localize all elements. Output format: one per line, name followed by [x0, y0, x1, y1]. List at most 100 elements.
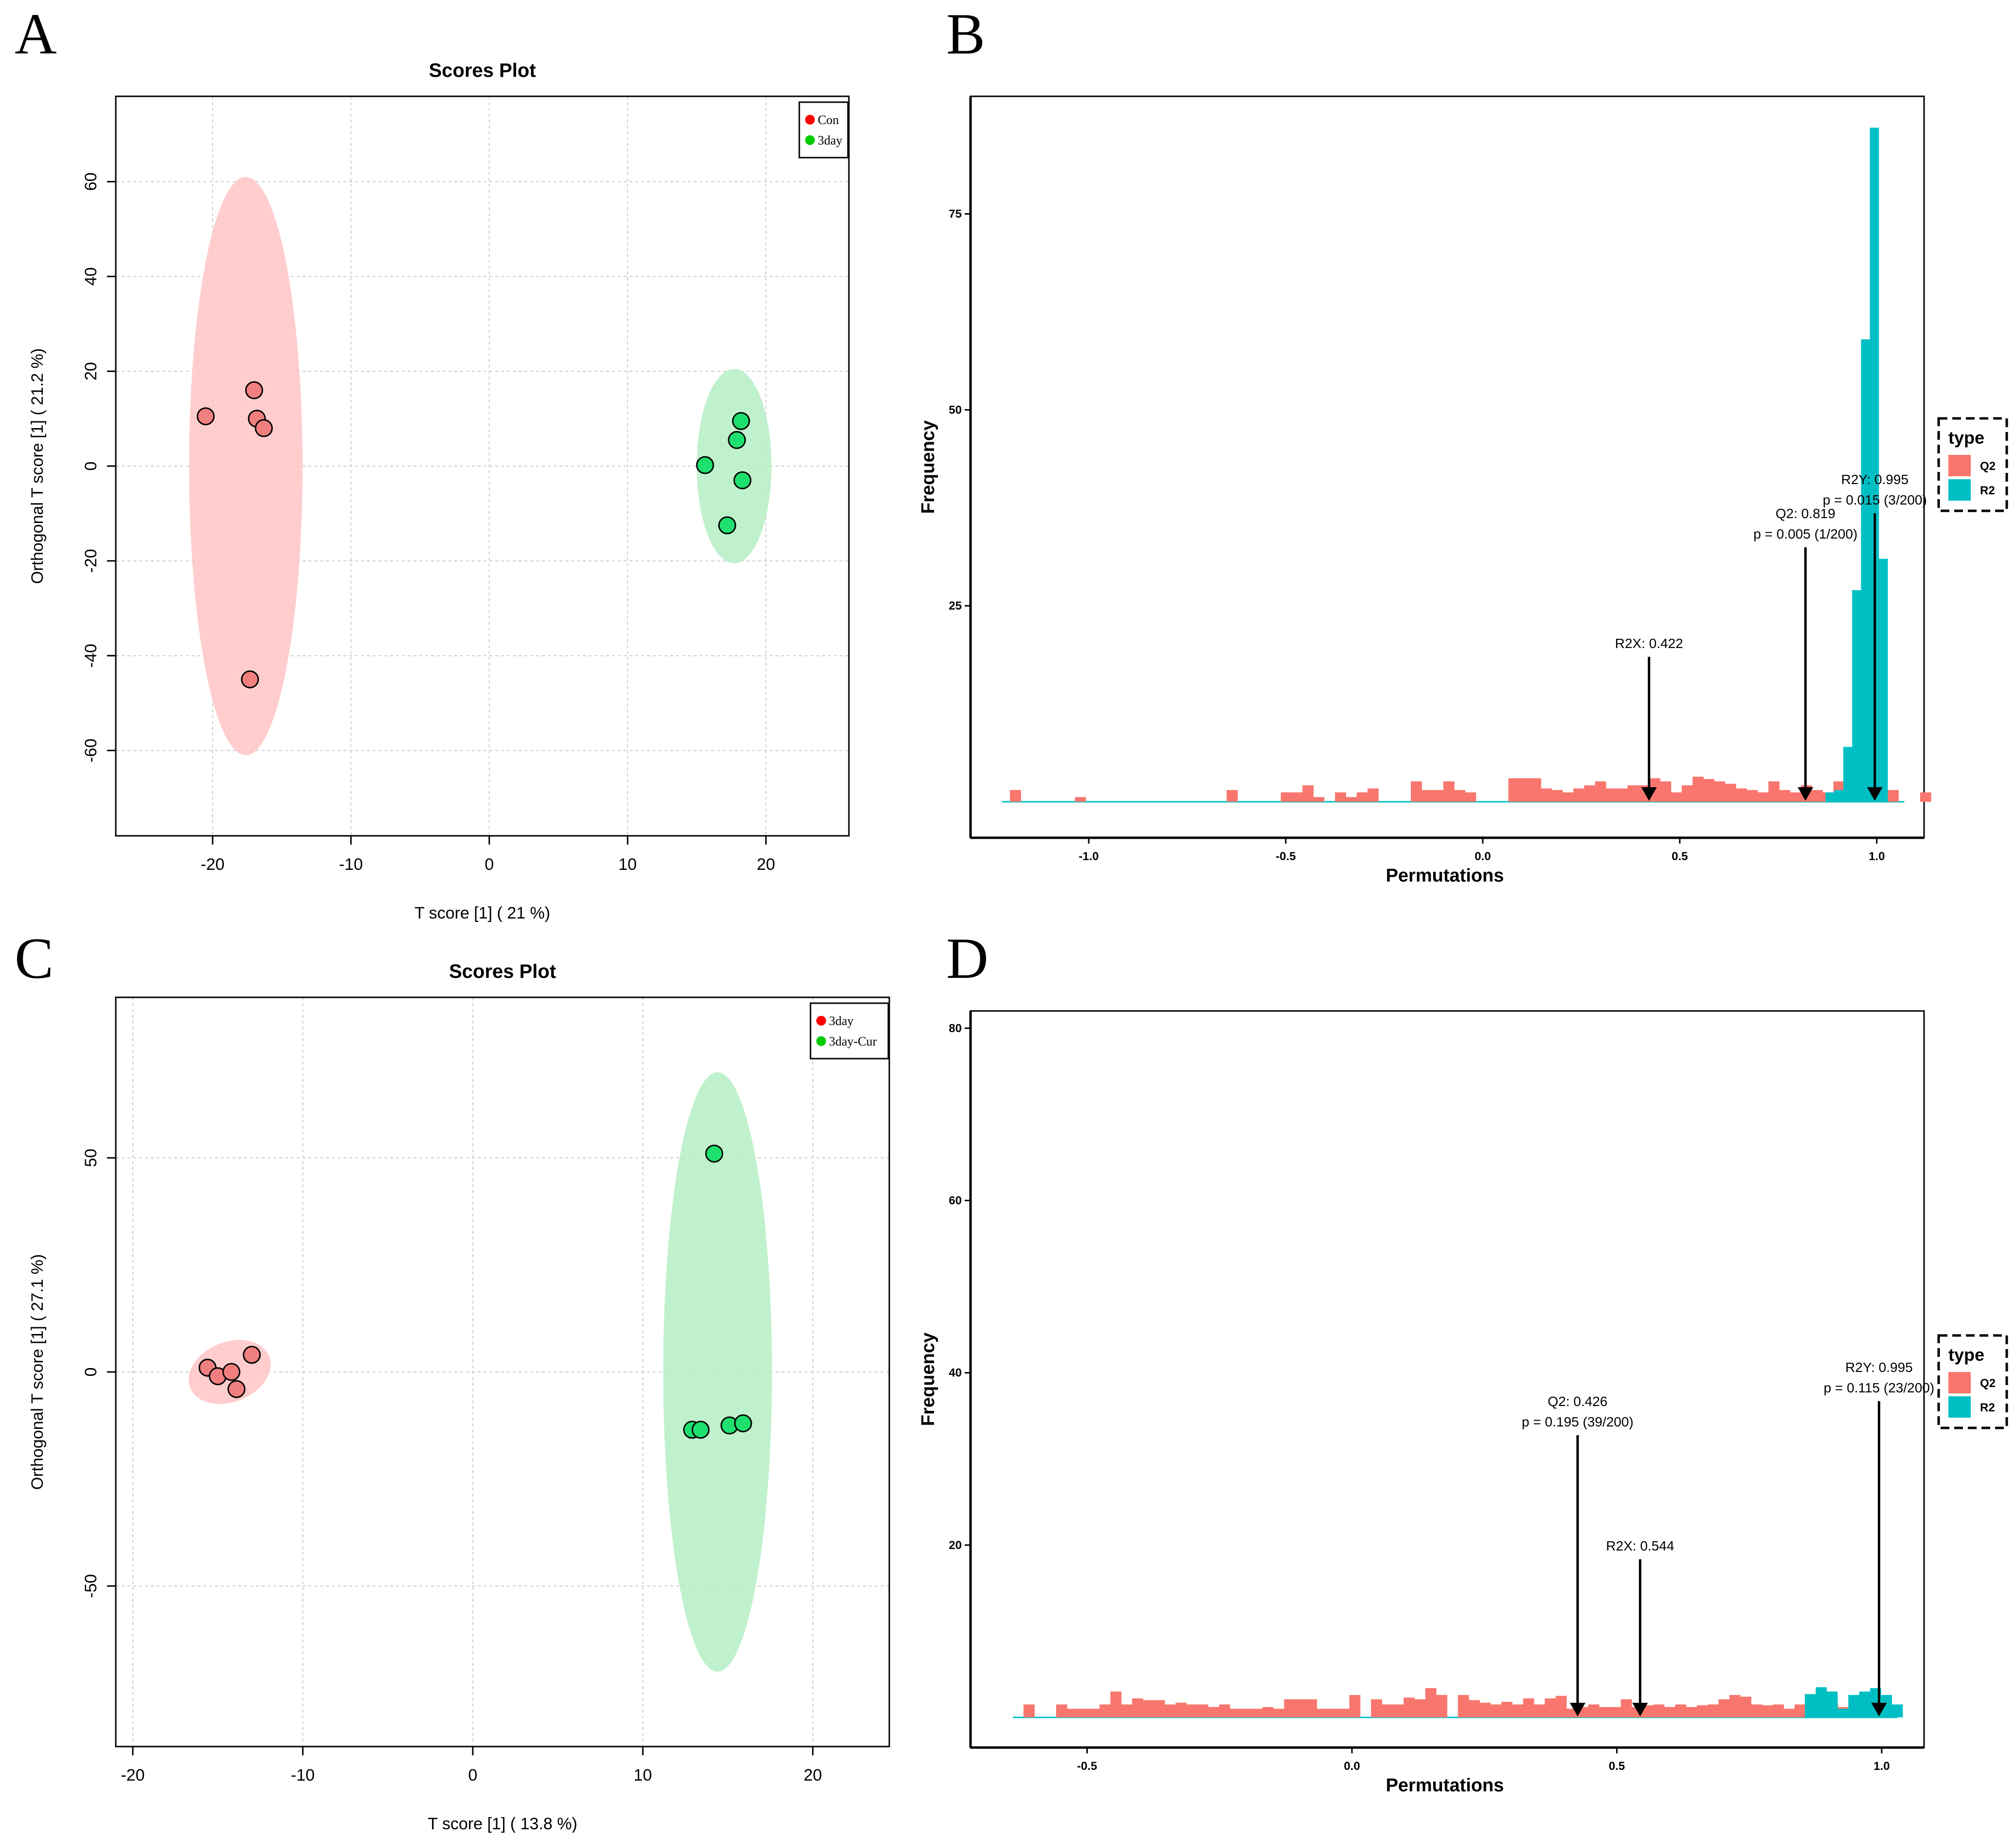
q2-bar — [1230, 1709, 1241, 1717]
x-tick-label: -0.5 — [1077, 1760, 1097, 1773]
q2-bar — [1327, 1709, 1339, 1717]
annotation-pvalue: p = 0.005 (1/200) — [1753, 526, 1857, 541]
x-tick-label: 0.5 — [1672, 850, 1688, 863]
q2-bar — [1346, 797, 1357, 802]
x-axis-label: Permutations — [1386, 1775, 1504, 1796]
q2-bar — [1736, 788, 1747, 802]
score-point — [705, 1144, 723, 1163]
q2-bar — [1295, 1699, 1306, 1717]
x-tick-label: -10 — [339, 855, 363, 874]
q2-bar — [1501, 1702, 1512, 1717]
y-tick-label: 20 — [82, 362, 100, 380]
q2-bar — [1653, 1704, 1665, 1717]
q2-bar — [1519, 778, 1530, 802]
r2-bar — [1843, 747, 1853, 802]
r2-bar — [1848, 1695, 1860, 1717]
q2-bar — [1313, 797, 1325, 802]
r2-bar — [1859, 1691, 1871, 1717]
legend-marker — [816, 1036, 826, 1046]
q2-bar — [1703, 779, 1715, 802]
q2-bar — [1664, 1707, 1675, 1717]
legend-swatch — [1948, 455, 1971, 476]
score-point — [696, 456, 714, 474]
q2-bar — [1779, 790, 1791, 802]
plot-panel — [970, 95, 1925, 839]
q2-bar — [1023, 1704, 1035, 1717]
q2-bar — [1725, 783, 1736, 802]
legend-label: Q2 — [1980, 460, 1996, 473]
q2-bar — [1751, 1704, 1763, 1717]
y-tick-label: 80 — [949, 1022, 962, 1035]
q2-bar — [1551, 790, 1563, 802]
y-tick-label: -40 — [82, 644, 100, 667]
q2-bar — [1316, 1709, 1328, 1717]
q2-bar — [1610, 1707, 1621, 1717]
score-point — [243, 1346, 261, 1364]
legend-marker — [816, 1016, 826, 1026]
q2-bar — [1197, 1704, 1208, 1717]
x-tick-label: 20 — [804, 1766, 822, 1785]
x-tick-label: 10 — [633, 1766, 652, 1785]
r2-bar — [1881, 1695, 1892, 1717]
x-tick-label: 20 — [756, 855, 775, 874]
y-tick-label: 0 — [82, 462, 100, 471]
q2-bar — [1605, 788, 1617, 802]
y-tick-label: 75 — [949, 208, 962, 221]
confidence-ellipse-0 — [189, 177, 303, 756]
q2-bar — [1414, 1699, 1426, 1717]
legend-label: 3day — [829, 1014, 854, 1028]
annotation-label: R2Y: 0.995 — [1845, 1360, 1913, 1375]
confidence-ellipse-1 — [663, 1072, 772, 1672]
score-point — [728, 431, 746, 449]
score-point — [227, 1380, 246, 1398]
q2-bar — [1132, 1698, 1143, 1717]
confidence-ellipse-1 — [697, 369, 772, 563]
legend-marker — [805, 115, 815, 125]
y-tick-label: 60 — [949, 1194, 962, 1208]
legend-marker — [805, 135, 815, 145]
q2-bar — [1411, 781, 1422, 802]
q2-bar — [1686, 1707, 1697, 1717]
legend-label: R2 — [1980, 1401, 1995, 1414]
q2-bar — [1458, 1695, 1469, 1717]
q2-bar — [1371, 1699, 1383, 1717]
q2-bar — [1432, 790, 1444, 802]
q2-bar — [1642, 1705, 1654, 1717]
q2-bar — [1392, 1704, 1404, 1717]
x-axis-label: Permutations — [1386, 865, 1504, 886]
q2-bar — [1078, 1709, 1089, 1717]
score-point — [241, 670, 259, 688]
q2-bar — [1338, 1709, 1350, 1717]
y-tick-label: 0 — [82, 1368, 100, 1377]
q2-bar — [1251, 1709, 1263, 1717]
score-point — [254, 419, 273, 437]
q2-bar — [1523, 1698, 1534, 1717]
x-tick-label: -20 — [200, 855, 224, 874]
y-tick-label: 40 — [949, 1367, 962, 1380]
q2-bar — [1241, 1709, 1252, 1717]
q2-bar — [1714, 781, 1726, 802]
plot-panel — [970, 1010, 1925, 1749]
x-tick-label: -10 — [291, 1766, 315, 1785]
score-point — [732, 412, 750, 430]
x-axis-label: T score [1] ( 21 %) — [414, 904, 550, 922]
y-tick-label: 20 — [949, 1539, 962, 1552]
panel-letter-d: D — [946, 926, 989, 991]
y-tick-label: -20 — [82, 549, 100, 573]
q2-bar — [1425, 1688, 1437, 1717]
y-tick-label: 40 — [82, 267, 100, 286]
r2-bar — [1891, 1704, 1903, 1717]
q2-bar — [1422, 790, 1433, 802]
annotation-arrowhead — [1867, 787, 1883, 801]
legend-swatch — [1948, 1396, 1971, 1418]
y-tick-label: 50 — [82, 1149, 100, 1167]
chart-title: Scores Plot — [429, 60, 536, 81]
x-tick-label: 10 — [618, 855, 637, 874]
annotation-label: R2Y: 0.995 — [1841, 472, 1908, 487]
q2-bar — [1349, 1695, 1361, 1717]
q2-bar — [1794, 1704, 1806, 1717]
q2-bar — [1746, 790, 1758, 802]
q2-bar — [1110, 1691, 1122, 1717]
score-point — [734, 1414, 752, 1433]
r2-bar — [1826, 1691, 1838, 1717]
